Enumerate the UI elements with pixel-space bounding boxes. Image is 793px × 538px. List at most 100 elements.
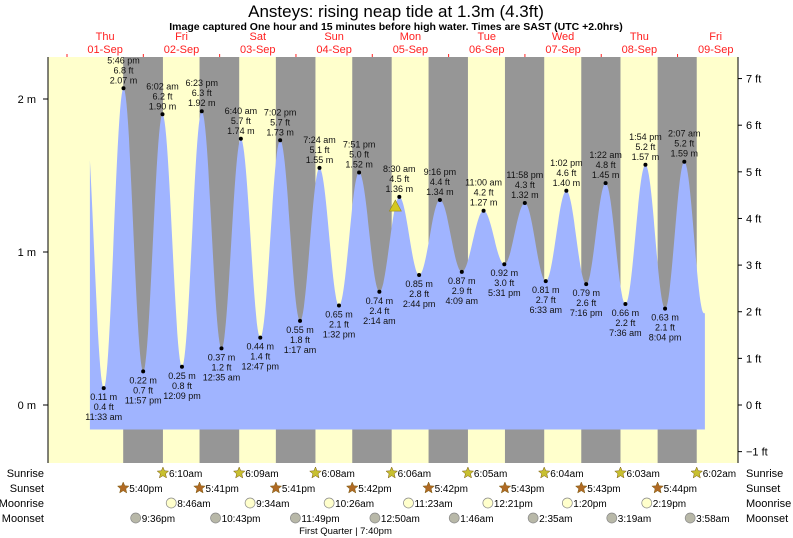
high-tide-label: 1.52 m bbox=[345, 159, 373, 169]
high-tide-label: 5.2 ft bbox=[635, 142, 656, 152]
sunset-time: 5:44pm bbox=[664, 484, 697, 495]
low-tide-label: 2.4 ft bbox=[369, 306, 390, 316]
chart-title: Ansteys: rising neap tide at 1.3m (4.3ft… bbox=[248, 2, 544, 21]
sunset-time: 5:43pm bbox=[511, 484, 544, 495]
moonset-icon bbox=[448, 512, 460, 524]
high-tide-label: 5.7 ft bbox=[270, 117, 291, 127]
low-tide-label: 0.92 m bbox=[491, 268, 519, 278]
high-tide-point bbox=[522, 201, 527, 206]
low-tide-label: 12:09 pm bbox=[163, 391, 201, 401]
axes: Thu01-SepFri02-SepSat03-SepSun04-SepMon0… bbox=[18, 31, 768, 463]
low-tide-point bbox=[101, 386, 106, 391]
date-label: 03-Sep bbox=[240, 44, 275, 56]
low-tide-label: 0.79 m bbox=[572, 288, 600, 298]
sunset-row-label-right: Sunset bbox=[746, 483, 780, 495]
date-label: 06-Sep bbox=[469, 44, 504, 56]
y-tick-label-ft: 6 ft bbox=[746, 120, 761, 132]
low-tide-label: 0.22 m bbox=[129, 375, 157, 385]
high-tide-point bbox=[603, 181, 608, 186]
sunset-row-label: Sunset bbox=[10, 483, 44, 495]
high-tide-label: 5.0 ft bbox=[349, 149, 370, 159]
low-tide-label: 0.65 m bbox=[325, 310, 353, 320]
moonset-time: 11:49pm bbox=[301, 514, 339, 525]
date-label: 07-Sep bbox=[545, 44, 580, 56]
high-tide-label: 11:58 pm bbox=[506, 170, 543, 180]
high-tide-point bbox=[682, 159, 687, 164]
high-tide-label: 2.07 m bbox=[110, 75, 138, 85]
day-label: Mon bbox=[400, 31, 421, 43]
moonrise-icon bbox=[641, 497, 653, 509]
tide-area bbox=[89, 88, 705, 430]
sunset-time: 5:41pm bbox=[282, 484, 315, 495]
low-tide-point bbox=[258, 335, 263, 340]
low-tide-point bbox=[584, 282, 589, 287]
high-tide-label: 9:16 pm bbox=[424, 167, 457, 177]
low-tide-point bbox=[377, 289, 382, 294]
high-tide-label: 6:02 am bbox=[146, 81, 179, 91]
high-tide-label: 1:54 pm bbox=[629, 132, 662, 142]
high-tide-label: 4.5 ft bbox=[389, 174, 410, 184]
low-tide-point bbox=[141, 369, 146, 374]
low-tide-point bbox=[179, 364, 184, 369]
high-tide-label: 6:40 am bbox=[225, 106, 258, 116]
high-tide-label: 5.1 ft bbox=[309, 145, 330, 155]
moonset-row-label: Moonset bbox=[2, 513, 44, 525]
high-tide-label: 6.2 ft bbox=[152, 91, 173, 101]
day-label: Fri bbox=[709, 31, 722, 43]
moonset-icon bbox=[210, 512, 221, 524]
y-tick-label-ft: −1 ft bbox=[746, 447, 768, 459]
high-tide-label: 7:51 pm bbox=[343, 139, 376, 149]
sunset-icon bbox=[193, 481, 206, 494]
low-tide-label: 2.2 ft bbox=[615, 318, 636, 328]
sunrise-icon bbox=[690, 466, 704, 479]
sunset-icon bbox=[498, 481, 512, 494]
moonset-time: 9:36pm bbox=[142, 514, 175, 525]
low-tide-point bbox=[336, 303, 341, 308]
day-label: Thu bbox=[96, 31, 115, 43]
high-tide-label: 1.90 m bbox=[149, 101, 177, 111]
high-tide-point bbox=[317, 165, 322, 170]
low-tide-label: 8:04 pm bbox=[649, 333, 682, 343]
moonset-icon bbox=[527, 512, 539, 524]
moonrise-row-label-right: Moonrise bbox=[746, 498, 791, 510]
low-tide-label: 0.55 m bbox=[286, 325, 314, 335]
sunrise-time: 6:03am bbox=[626, 469, 659, 480]
moonset-icon bbox=[290, 512, 301, 524]
moonrise-time: 1:20pm bbox=[573, 499, 606, 510]
high-tide-label: 1.34 m bbox=[426, 187, 454, 197]
date-label: 04-Sep bbox=[316, 44, 351, 56]
sun-moon-table: Sunrise Sunrise 6:10am 6:09am 6:08am 6:06am 6:… bbox=[0, 466, 791, 537]
high-tide-point bbox=[121, 86, 126, 91]
sunset-time: 5:42pm bbox=[435, 484, 468, 495]
low-tide-label: 12:47 pm bbox=[242, 362, 280, 372]
low-tide-label: 0.81 m bbox=[532, 285, 560, 295]
high-tide-point bbox=[278, 138, 283, 143]
high-tide-label: 1:22 am bbox=[589, 150, 622, 160]
date-label: 08-Sep bbox=[622, 44, 657, 56]
date-label: 02-Sep bbox=[164, 44, 199, 56]
sunset-icon bbox=[269, 481, 283, 494]
moonrise-time: 12:21pm bbox=[494, 499, 533, 510]
moonset-icon bbox=[369, 512, 381, 524]
sunrise-time: 6:05am bbox=[474, 469, 507, 480]
low-tide-label: 0.85 m bbox=[405, 279, 433, 289]
sunrise-icon bbox=[461, 466, 475, 479]
low-tide-label: 4:09 am bbox=[446, 296, 479, 306]
moonrise-icon bbox=[561, 497, 573, 509]
sunrise-time: 6:09am bbox=[245, 469, 278, 480]
moonrise-icon bbox=[165, 497, 177, 509]
moonrise-icon bbox=[482, 497, 494, 509]
high-tide-point bbox=[481, 208, 486, 213]
high-tide-point bbox=[564, 188, 569, 193]
sunrise-icon bbox=[385, 466, 399, 479]
sunset-time: 5:40pm bbox=[129, 484, 162, 495]
sunrise-icon bbox=[156, 466, 170, 479]
y-tick-label-ft: 5 ft bbox=[746, 167, 761, 179]
moonrise-icon bbox=[244, 497, 256, 509]
high-tide-label: 1.45 m bbox=[592, 170, 620, 180]
moonset-time: 1:46am bbox=[460, 514, 493, 525]
low-tide-label: 7:36 am bbox=[609, 328, 642, 338]
sunrise-icon bbox=[232, 466, 246, 479]
y-tick-label-m: 0 m bbox=[18, 400, 36, 412]
